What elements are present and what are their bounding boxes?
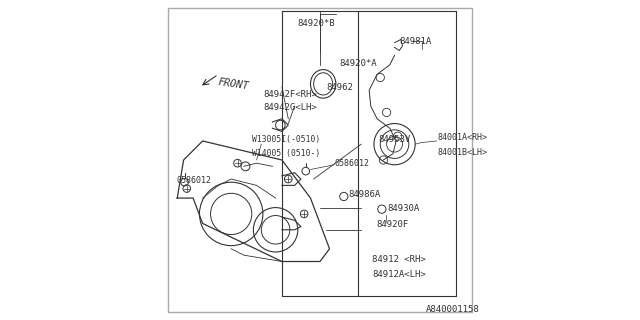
Text: 84001A<RH>: 84001A<RH>: [437, 133, 488, 142]
Text: 84942F<RH>: 84942F<RH>: [263, 91, 317, 100]
Text: W13005I(-0510): W13005I(-0510): [252, 135, 320, 144]
Text: 84001B<LH>: 84001B<LH>: [437, 148, 488, 156]
Text: 0586012: 0586012: [334, 159, 369, 168]
Text: 84986A: 84986A: [349, 190, 381, 199]
Text: 84942G<LH>: 84942G<LH>: [263, 103, 317, 112]
Text: 84981A: 84981A: [399, 36, 431, 45]
Text: 84962: 84962: [326, 83, 353, 92]
Text: 84920F: 84920F: [376, 220, 409, 228]
Text: 84912 <RH>: 84912 <RH>: [372, 255, 426, 264]
Text: A840001158: A840001158: [426, 305, 480, 314]
Text: 84912A<LH>: 84912A<LH>: [372, 270, 426, 279]
Text: 84930A: 84930A: [387, 204, 419, 213]
Text: 84953V: 84953V: [379, 135, 411, 144]
Text: 84920*A: 84920*A: [339, 59, 377, 68]
Text: W14005 (0510-): W14005 (0510-): [252, 149, 320, 158]
Text: FRONT: FRONT: [217, 77, 249, 91]
Text: 0586012: 0586012: [177, 176, 212, 185]
Text: 84920*B: 84920*B: [298, 19, 335, 28]
